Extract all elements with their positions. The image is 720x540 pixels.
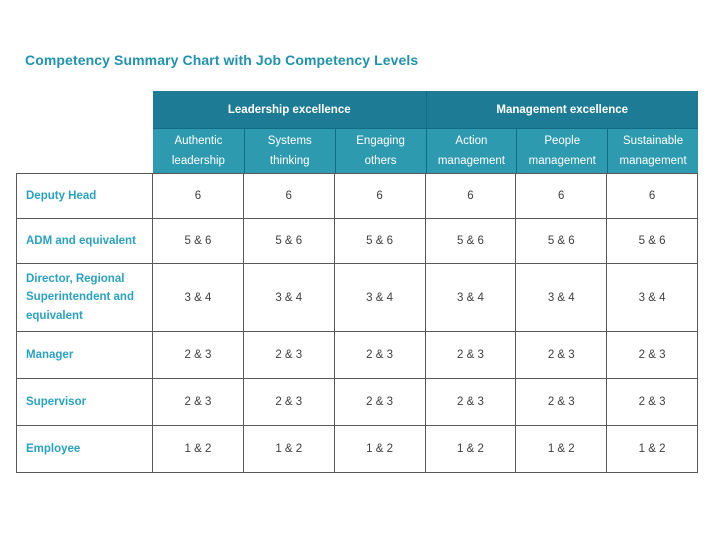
cell-value: 3 & 4 bbox=[243, 264, 335, 332]
row-header: Deputy Head bbox=[17, 174, 153, 219]
row-header: Employee bbox=[17, 426, 153, 473]
table-header: Leadership excellence Management excellen… bbox=[153, 91, 698, 173]
cell-value: 1 & 2 bbox=[243, 426, 335, 473]
cell-value: 2 & 3 bbox=[243, 379, 335, 426]
column-header: Engaging others bbox=[334, 128, 426, 173]
column-header: Authentic leadership bbox=[153, 128, 244, 173]
column-group-header: Leadership excellence bbox=[153, 91, 426, 128]
column-header: People management bbox=[516, 128, 608, 173]
column-header: Sustainable management bbox=[607, 128, 698, 173]
cell-value: 6 bbox=[153, 174, 244, 219]
cell-value: 3 & 4 bbox=[334, 264, 426, 332]
cell-value: 1 & 2 bbox=[425, 426, 517, 473]
table-body: Deputy Head 6 6 6 6 6 6 ADM and equivalent 5 & 6… bbox=[16, 173, 698, 473]
cell-value: 5 & 6 bbox=[607, 219, 698, 264]
cell-value: 2 & 3 bbox=[425, 379, 517, 426]
cell-value: 2 & 3 bbox=[607, 379, 698, 426]
column-header: Action management bbox=[425, 128, 517, 173]
cell-value: 5 & 6 bbox=[243, 219, 335, 264]
cell-value: 2 & 3 bbox=[425, 332, 517, 379]
row-header: ADM and equivalent bbox=[17, 219, 153, 264]
cell-value: 3 & 4 bbox=[425, 264, 517, 332]
cell-value: 3 & 4 bbox=[607, 264, 698, 332]
cell-value: 5 & 6 bbox=[334, 219, 426, 264]
cell-value: 2 & 3 bbox=[153, 379, 244, 426]
cell-value: 6 bbox=[607, 174, 698, 219]
row-header: Director, Regional Superintendent and eq… bbox=[17, 264, 153, 332]
cell-value: 1 & 2 bbox=[516, 426, 608, 473]
row-header: Manager bbox=[17, 332, 153, 379]
cell-value: 2 & 3 bbox=[153, 332, 244, 379]
cell-value: 2 & 3 bbox=[334, 332, 426, 379]
cell-value: 3 & 4 bbox=[516, 264, 608, 332]
cell-value: 2 & 3 bbox=[607, 332, 698, 379]
cell-value: 5 & 6 bbox=[516, 219, 608, 264]
cell-value: 5 & 6 bbox=[425, 219, 517, 264]
column-header: Systems thinking bbox=[243, 128, 335, 173]
cell-value: 2 & 3 bbox=[243, 332, 335, 379]
cell-value: 3 & 4 bbox=[153, 264, 244, 332]
cell-value: 1 & 2 bbox=[607, 426, 698, 473]
cell-value: 1 & 2 bbox=[153, 426, 244, 473]
cell-value: 6 bbox=[243, 174, 335, 219]
cell-value: 1 & 2 bbox=[334, 426, 426, 473]
cell-value: 6 bbox=[334, 174, 426, 219]
cell-value: 2 & 3 bbox=[516, 332, 608, 379]
cell-value: 6 bbox=[516, 174, 608, 219]
cell-value: 5 & 6 bbox=[153, 219, 244, 264]
cell-value: 6 bbox=[425, 174, 517, 219]
cell-value: 2 & 3 bbox=[516, 379, 608, 426]
competency-table: Leadership excellence Management excellen… bbox=[16, 91, 698, 473]
row-header: Supervisor bbox=[17, 379, 153, 426]
page-title: Competency Summary Chart with Job Compet… bbox=[25, 52, 419, 68]
column-group-header: Management excellence bbox=[425, 91, 698, 128]
cell-value: 2 & 3 bbox=[334, 379, 426, 426]
